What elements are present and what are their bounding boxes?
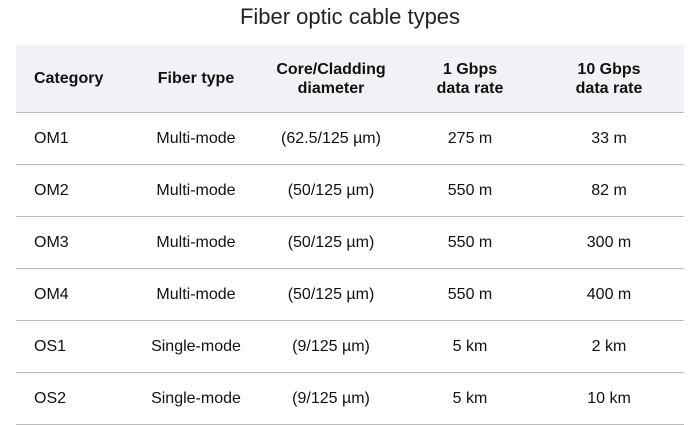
- cell: OM3: [16, 216, 136, 269]
- cell: (62.5/125 µm): [256, 112, 406, 165]
- table: Category Fiber type Core/Cladding diameter…: [16, 45, 684, 425]
- row: OS1 Single-mode (9/125 µm) 5 km 2 km: [16, 320, 684, 373]
- cell: 550 m: [406, 164, 534, 217]
- header-cell: 1 Gbps data rate: [406, 45, 534, 113]
- cell: OS2: [16, 372, 136, 425]
- cell: Single-mode: [136, 372, 256, 425]
- cell: 275 m: [406, 112, 534, 165]
- header-cell: Fiber type: [136, 45, 256, 113]
- cell: (9/125 µm): [256, 372, 406, 425]
- cell: (9/125 µm): [256, 320, 406, 373]
- header-cell: Core/Cladding diameter: [256, 45, 406, 113]
- cell: OM4: [16, 268, 136, 321]
- cell: Multi-mode: [136, 216, 256, 269]
- cell: OS1: [16, 320, 136, 373]
- cell: 10 km: [534, 372, 684, 425]
- cell: 400 m: [534, 268, 684, 321]
- cell: (50/125 µm): [256, 268, 406, 321]
- row: OM4 Multi-mode (50/125 µm) 550 m 400 m: [16, 268, 684, 321]
- cell: 300 m: [534, 216, 684, 269]
- cell: 5 km: [406, 320, 534, 373]
- header-cell: Category: [16, 45, 136, 113]
- cell: 2 km: [534, 320, 684, 373]
- cell: 550 m: [406, 268, 534, 321]
- cell: (50/125 µm): [256, 216, 406, 269]
- row: OM3 Multi-mode (50/125 µm) 550 m 300 m: [16, 216, 684, 269]
- cell: OM2: [16, 164, 136, 217]
- cell: (50/125 µm): [256, 164, 406, 217]
- cell: 33 m: [534, 112, 684, 165]
- header-row: Category Fiber type Core/Cladding diameter…: [16, 45, 684, 113]
- cell: 82 m: [534, 164, 684, 217]
- cell: 550 m: [406, 216, 534, 269]
- cell: OM1: [16, 112, 136, 165]
- table-body: OM1 Multi-mode (62.5/125 µm) 275 m 33 m OM2 Mu…: [16, 112, 684, 425]
- title: Fiber optic cable types: [239, 4, 461, 29]
- row: OM1 Multi-mode (62.5/125 µm) 275 m 33 m: [16, 112, 684, 165]
- cell: Multi-mode: [136, 112, 256, 165]
- row: OM2 Multi-mode (50/125 µm) 550 m 82 m: [16, 164, 684, 217]
- row: OS2 Single-mode (9/125 µm) 5 km 10 km: [16, 372, 684, 425]
- header-cell: 10 Gbps data rate: [534, 45, 684, 113]
- cell: Single-mode: [136, 320, 256, 373]
- cell: Multi-mode: [136, 268, 256, 321]
- cell: Multi-mode: [136, 164, 256, 217]
- cell: 5 km: [406, 372, 534, 425]
